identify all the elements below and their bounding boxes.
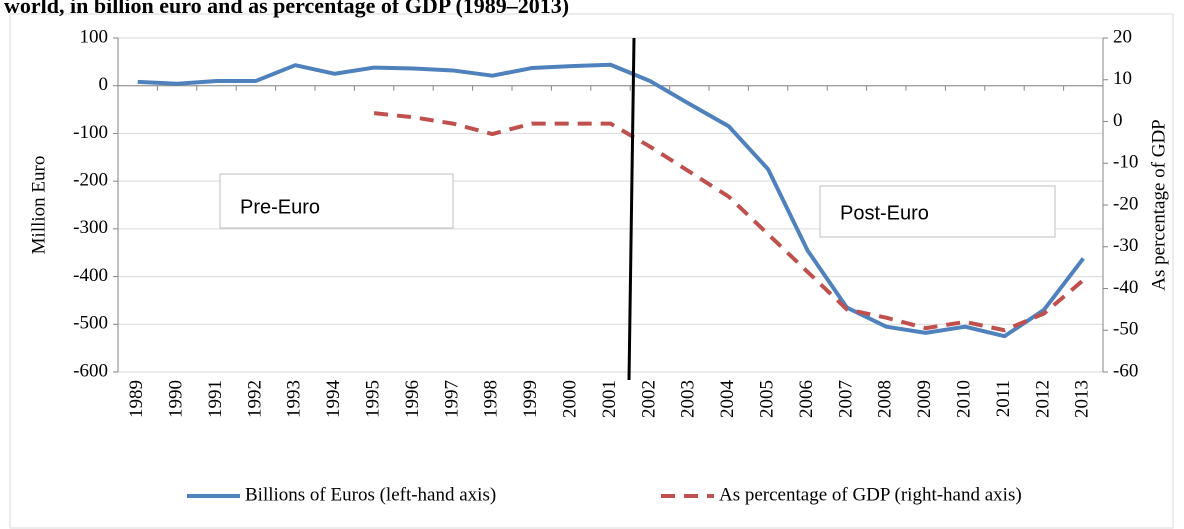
x-tick-label: 2000 (559, 380, 580, 418)
y-tick-label: -600 (73, 360, 108, 381)
euro-divider (627, 37, 636, 381)
x-tick-label: 2001 (599, 380, 620, 418)
y-tick-label: 100 (80, 26, 109, 47)
x-tick-label: 1996 (402, 380, 423, 418)
x-tick-label: 2010 (953, 380, 974, 418)
y2-tick-label: -20 (1113, 193, 1138, 214)
x-tick-label: 1990 (165, 380, 186, 418)
y2-tick-label: 10 (1113, 68, 1132, 89)
y2-axis-title: As percentage of GDP (1148, 119, 1169, 290)
chart-frame (9, 13, 1174, 529)
x-tick-label: 2006 (796, 380, 817, 418)
y-tick-label: -400 (73, 265, 108, 286)
annotation-box (819, 185, 1056, 238)
y2-tick-label: 20 (1113, 26, 1132, 47)
x-tick-label: 2005 (756, 380, 777, 418)
x-tick-label: 2011 (993, 380, 1014, 417)
y-tick-label: -200 (73, 170, 108, 191)
x-tick-label: 1998 (481, 380, 502, 418)
y2-tick-label: -30 (1113, 235, 1138, 256)
y2-tick-label: -50 (1113, 319, 1138, 340)
x-tick-label: 2009 (914, 380, 935, 418)
y2-tick-label: -40 (1113, 277, 1138, 298)
x-tick-label: 2003 (678, 380, 699, 418)
y-tick-label: -100 (73, 122, 108, 143)
legend-label: Billions of Euros (left-hand axis) (245, 484, 496, 505)
y-tick-label: -300 (73, 217, 108, 238)
x-tick-label: 1994 (323, 380, 344, 419)
annotation-box (219, 173, 454, 229)
legend-label: As percentage of GDP (right-hand axis) (719, 484, 1022, 505)
x-tick-label: 2012 (1032, 380, 1053, 418)
annotation: Post-Euro (840, 202, 929, 224)
series-line (373, 111, 1085, 333)
x-tick-label: 1992 (244, 380, 265, 418)
annotation: Pre-Euro (240, 196, 320, 218)
y2-tick-label: -60 (1113, 360, 1138, 381)
x-tick-label: 1991 (205, 380, 226, 418)
x-tick-label: 2004 (717, 380, 738, 419)
x-tick-label: 1997 (441, 380, 462, 418)
y-tick-label: -500 (73, 313, 108, 334)
y2-tick-label: -10 (1113, 152, 1138, 173)
x-tick-label: 1995 (362, 380, 383, 418)
x-tick-label: 2013 (1072, 380, 1093, 418)
y-axis-title: Million Euro (28, 156, 49, 255)
x-tick-label: 1999 (520, 380, 541, 418)
x-tick-label: 1993 (284, 380, 305, 418)
x-tick-label: 2007 (835, 380, 856, 418)
x-tick-label: 1989 (126, 380, 147, 418)
y-tick-label: 0 (99, 74, 109, 95)
chart-title: world, in billion euro and as percentage… (4, 0, 569, 18)
x-tick-label: 2008 (875, 380, 896, 418)
x-tick-label: 2002 (638, 380, 659, 418)
y2-tick-label: 0 (1113, 110, 1123, 131)
series-line (137, 62, 1085, 339)
